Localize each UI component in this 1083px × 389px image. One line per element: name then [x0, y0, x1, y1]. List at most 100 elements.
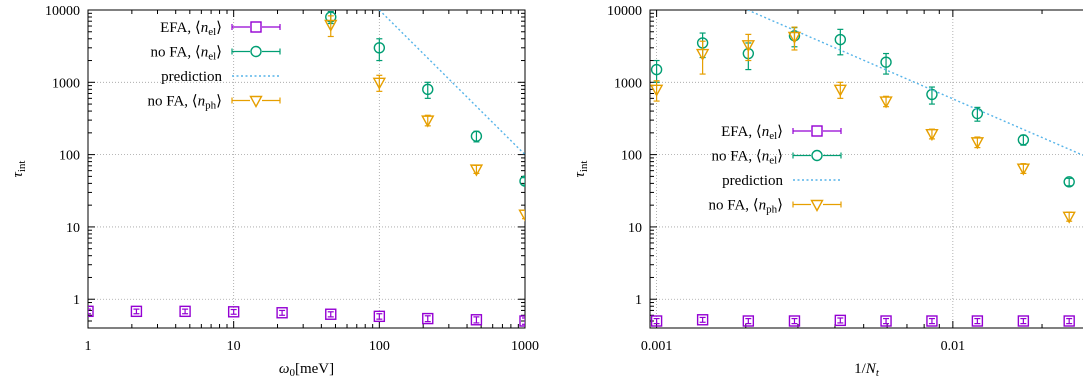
x-tick-label: 1	[85, 339, 92, 354]
x-tick-label: 0.01	[941, 339, 966, 354]
x-tick-label: 0.001	[641, 339, 673, 354]
data-point	[324, 19, 338, 32]
data-point	[179, 305, 191, 318]
legend: EFA, ⟨nel​⟩ no FA, ⟨nel​⟩ prediction no FA,…	[147, 20, 281, 112]
data-point	[373, 42, 386, 54]
legend-label: no FA, ⟨nel​⟩	[712, 149, 783, 167]
data-point	[696, 314, 709, 326]
data-point	[650, 315, 663, 327]
series-nofa_ph	[650, 26, 1076, 224]
data-point	[1017, 315, 1030, 327]
data-point	[422, 83, 434, 96]
y-tick-label: 100	[59, 149, 80, 164]
x-tick-label: 100	[369, 339, 390, 354]
y-tick-label: 1000	[614, 76, 642, 91]
legend-marker	[811, 125, 823, 137]
data-point	[1063, 315, 1075, 327]
y-axis-label: τint	[572, 161, 590, 178]
legend-item-nofa_ph: no FA, ⟨nph​⟩	[147, 94, 281, 112]
legend-item-nofa_el: no FA, ⟨nel​⟩	[712, 149, 842, 167]
data-point	[276, 307, 288, 319]
legend-marker	[811, 149, 823, 162]
y-tick-label: 1	[635, 293, 642, 308]
data-point	[88, 305, 94, 318]
data-point	[422, 312, 434, 325]
series-efa	[650, 314, 1075, 327]
data-point	[742, 315, 755, 327]
data-point	[880, 56, 892, 68]
y-tick-label: 10000	[607, 4, 642, 19]
data-point	[787, 31, 802, 44]
legend-item-efa: EFA, ⟨nel​⟩	[721, 124, 842, 142]
series-prediction	[378, 10, 525, 156]
plot-area	[88, 10, 525, 327]
data-point	[372, 77, 387, 90]
data-point	[925, 128, 939, 142]
data-point	[879, 96, 893, 109]
series-nofa_el	[650, 27, 1075, 188]
y-tick-label: 10000	[45, 4, 80, 19]
data-point	[833, 84, 847, 97]
ticks	[650, 9, 1043, 329]
x-tick-label: 10	[227, 339, 241, 354]
series-nofa_el	[325, 11, 525, 187]
series-efa	[88, 305, 525, 327]
data-point	[469, 164, 484, 177]
data-point	[519, 175, 525, 187]
data-point	[650, 84, 664, 97]
data-point	[788, 315, 801, 327]
data-point	[130, 305, 143, 318]
y-tick-label: 10	[628, 221, 642, 236]
data-point	[741, 40, 756, 53]
legend-item-prediction: prediction	[161, 69, 280, 85]
y-tick-label: 1000	[52, 76, 80, 91]
legend-label: no FA, ⟨nel​⟩	[151, 45, 222, 63]
legend-label: prediction	[722, 173, 783, 189]
legend-label: EFA, ⟨nel​⟩	[721, 124, 783, 142]
y-axis-label: τint	[10, 161, 28, 178]
data-point	[470, 314, 483, 326]
data-point	[834, 33, 847, 46]
data-point	[880, 315, 892, 327]
data-point	[926, 88, 938, 101]
data-point	[1063, 176, 1075, 188]
x-axis-label: ω0[meV]	[279, 361, 334, 379]
data-point	[325, 308, 337, 320]
series-nofa_ph	[324, 15, 525, 222]
data-point	[470, 130, 483, 142]
legend-label: no FA, ⟨nph​⟩	[708, 198, 783, 216]
data-point	[970, 137, 985, 150]
prediction-line	[378, 10, 525, 156]
y-tick-label: 100	[621, 149, 642, 164]
data-point	[834, 314, 847, 327]
legend-item-prediction: prediction	[722, 173, 841, 189]
plot-frame	[87, 9, 526, 329]
data-point	[1016, 163, 1031, 176]
plot-frame	[649, 9, 1083, 329]
data-point	[650, 63, 663, 76]
data-point	[971, 315, 984, 327]
legend-label: prediction	[161, 69, 222, 85]
legend-item-nofa_ph: no FA, ⟨nph​⟩	[708, 198, 842, 216]
data-point	[518, 209, 525, 222]
legend: EFA, ⟨nel​⟩ no FA, ⟨nel​⟩ prediction no FA,…	[708, 124, 842, 216]
data-point	[1062, 211, 1076, 224]
legend-marker	[810, 199, 824, 212]
y-tick-label: 10	[66, 221, 80, 236]
y-tick-label: 1	[73, 293, 80, 308]
data-point	[227, 306, 240, 318]
data-point	[971, 107, 984, 120]
data-point	[1017, 134, 1030, 146]
left-chart: 1 10 100 1000 1 10 100 1000 10000 ω0[meV] τint EFA,…	[10, 4, 539, 379]
legend-item-efa: EFA, ⟨nel​⟩	[160, 20, 281, 38]
legend-marker	[250, 21, 262, 33]
data-point	[695, 48, 710, 61]
x-axis-label: 1/Nt	[854, 361, 880, 379]
data-point	[373, 310, 386, 323]
legend-marker	[249, 95, 263, 108]
legend-label: no FA, ⟨nph​⟩	[147, 94, 222, 112]
legend-label: EFA, ⟨nel​⟩	[160, 20, 222, 38]
data-point	[926, 315, 938, 327]
data-point	[421, 115, 435, 128]
